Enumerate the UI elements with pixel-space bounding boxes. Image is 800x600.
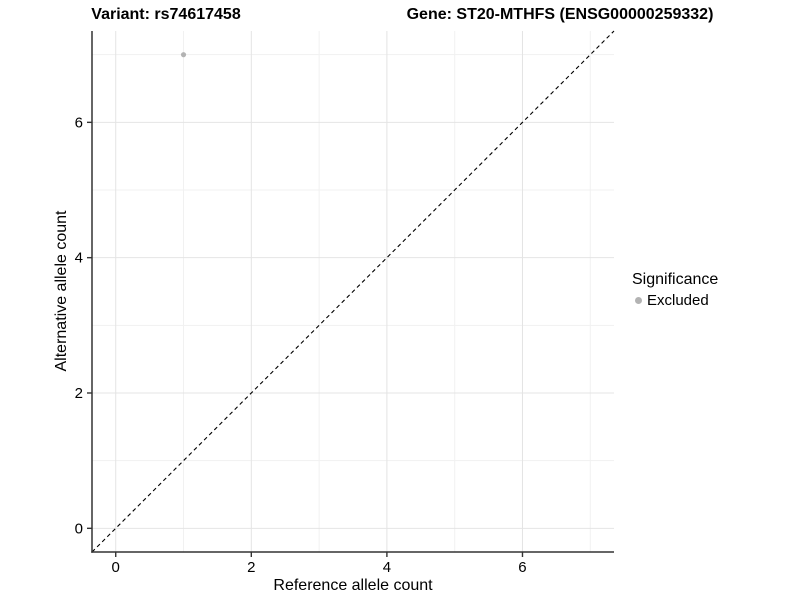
legend-entry: Excluded	[628, 292, 718, 309]
data-point	[180, 52, 187, 58]
legend-title: Significance	[632, 271, 719, 288]
x-tick-label: 4	[383, 559, 391, 576]
y-tick-label: 0	[75, 520, 83, 537]
legend-entry-label: Excluded	[647, 292, 709, 309]
x-tick-label: 6	[518, 559, 526, 576]
excluded-point-icon	[635, 297, 642, 304]
gene-title: Gene: ST20-MTHFS (ENSG00000259332)	[406, 6, 714, 23]
x-axis-title: Reference allele count	[273, 577, 433, 594]
legend: Significance Excluded	[628, 271, 718, 309]
x-tick-label: 0	[112, 559, 120, 576]
y-tick-label: 2	[75, 385, 83, 402]
y-tick-label: 4	[75, 250, 83, 267]
y-tick-label: 6	[75, 114, 83, 131]
variant-title: Variant: rs74617458	[91, 6, 241, 23]
y-axis-title: Alternative allele count	[53, 210, 70, 372]
x-tick-label: 2	[247, 559, 255, 576]
identity-dashed-line	[91, 30, 615, 553]
